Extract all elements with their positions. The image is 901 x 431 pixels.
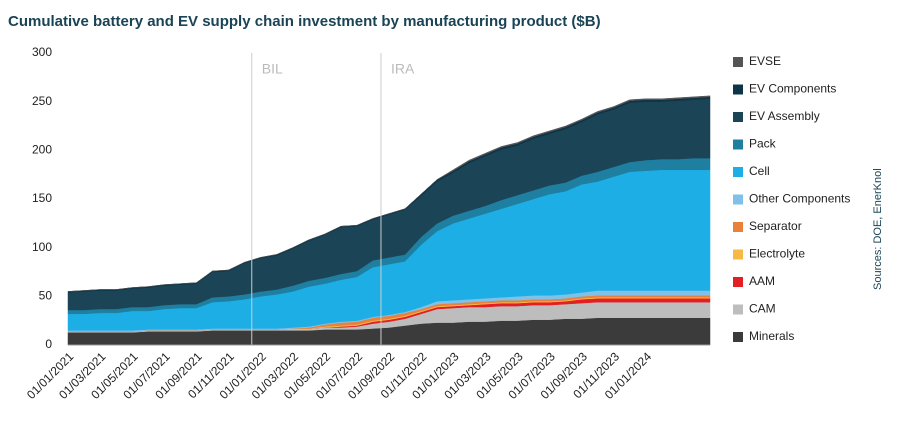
y-tick-label: 100 <box>32 240 52 254</box>
legend-swatch <box>733 249 743 260</box>
y-tick-label: 150 <box>32 191 52 205</box>
legend-swatch <box>733 194 743 205</box>
legend-label: Other Components <box>749 192 850 206</box>
y-tick-label: 50 <box>39 289 53 303</box>
legend-label: CAM <box>749 302 776 316</box>
legend-label: Cell <box>749 164 770 178</box>
legend-label: Pack <box>749 137 777 151</box>
legend-label: Minerals <box>749 329 794 343</box>
y-tick-label: 0 <box>45 337 52 351</box>
legend-swatch <box>733 112 743 122</box>
legend-label: EVSE <box>749 54 781 68</box>
legend-swatch <box>733 139 743 150</box>
y-tick-label: 200 <box>32 143 52 157</box>
legend-label: Electrolyte <box>749 247 805 261</box>
y-tick-label: 250 <box>32 94 52 108</box>
annotation: BIL <box>262 61 283 77</box>
annotation: IRA <box>391 61 415 77</box>
area <box>67 95 711 292</box>
legend-label: EV Components <box>749 82 836 96</box>
legend-swatch <box>733 277 743 287</box>
legend-swatch <box>733 332 743 342</box>
legend-swatch <box>733 222 743 232</box>
legend-swatch <box>733 304 743 315</box>
legend-swatch <box>733 57 743 67</box>
chart-title: Cumulative battery and EV supply chain i… <box>8 13 601 30</box>
legend-label: AAM <box>749 274 775 288</box>
y-tick-label: 300 <box>32 45 52 59</box>
source: Sources: DOE, EnerKnol <box>872 168 884 290</box>
legend-swatch <box>733 84 743 95</box>
legend-label: Separator <box>749 219 802 233</box>
legend-label: EV Assembly <box>749 109 820 123</box>
legend-swatch <box>733 167 743 177</box>
